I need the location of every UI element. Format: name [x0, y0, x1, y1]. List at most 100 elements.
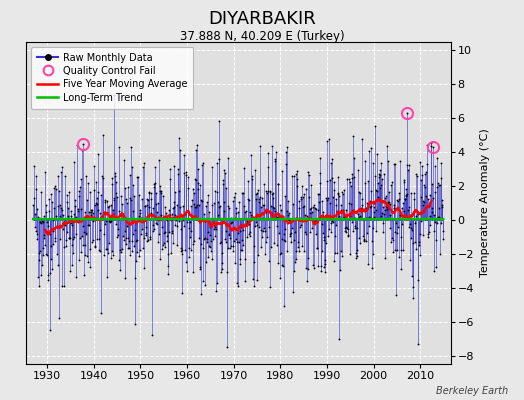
Point — [363, 200, 372, 206]
Point — [219, 260, 227, 266]
Point — [310, 265, 318, 272]
Point — [121, 228, 129, 234]
Point — [99, 132, 107, 138]
Point — [398, 215, 407, 222]
Point — [319, 234, 328, 240]
Point — [267, 244, 276, 250]
Point — [414, 340, 422, 347]
Point — [236, 247, 245, 254]
Point — [248, 176, 257, 182]
Point — [143, 196, 151, 202]
Point — [347, 175, 356, 181]
Point — [247, 212, 255, 218]
Point — [169, 204, 177, 211]
Point — [272, 223, 281, 230]
Point — [69, 236, 77, 242]
Point — [155, 156, 163, 163]
Point — [72, 230, 81, 237]
Point — [428, 209, 436, 215]
Point — [34, 274, 42, 280]
Point — [173, 223, 181, 229]
Point — [88, 209, 96, 215]
Point — [247, 173, 256, 179]
Point — [434, 214, 442, 220]
Point — [436, 251, 444, 258]
Point — [187, 228, 195, 234]
Point — [169, 163, 178, 170]
Point — [391, 292, 400, 298]
Point — [362, 205, 370, 211]
Point — [396, 212, 404, 219]
Point — [268, 204, 277, 210]
Point — [354, 235, 363, 241]
Point — [274, 181, 282, 187]
Point — [139, 160, 148, 166]
Point — [280, 303, 289, 310]
Point — [48, 217, 57, 224]
Point — [198, 197, 206, 204]
Point — [220, 167, 228, 174]
Point — [395, 196, 403, 202]
Point — [112, 189, 120, 196]
Point — [392, 230, 401, 236]
Point — [154, 239, 162, 245]
Point — [389, 236, 397, 243]
Point — [244, 178, 252, 185]
Point — [407, 224, 416, 231]
Point — [242, 222, 250, 229]
Point — [413, 210, 422, 217]
Point — [424, 231, 432, 237]
Point — [224, 155, 232, 161]
Point — [310, 201, 319, 208]
Point — [103, 246, 111, 253]
Point — [167, 217, 175, 224]
Point — [77, 249, 85, 255]
Point — [420, 198, 428, 205]
Point — [352, 254, 360, 261]
Point — [366, 204, 374, 210]
Point — [424, 234, 433, 240]
Point — [84, 180, 92, 186]
Point — [202, 259, 210, 266]
Point — [133, 174, 141, 180]
Point — [201, 234, 210, 241]
Point — [122, 235, 130, 241]
Point — [257, 244, 266, 250]
Point — [197, 241, 205, 248]
Point — [370, 172, 379, 179]
Point — [236, 256, 245, 262]
Point — [205, 231, 214, 238]
Point — [93, 195, 101, 201]
Point — [184, 209, 192, 215]
Point — [293, 183, 302, 189]
Point — [66, 235, 74, 242]
Point — [121, 274, 129, 281]
Point — [203, 254, 212, 260]
Point — [189, 269, 198, 275]
Point — [286, 231, 294, 238]
Point — [384, 199, 392, 206]
Point — [326, 228, 335, 235]
Point — [165, 229, 173, 235]
Point — [32, 206, 41, 212]
Point — [90, 163, 98, 169]
Point — [346, 183, 355, 189]
Point — [264, 150, 272, 156]
Point — [211, 188, 219, 194]
Point — [285, 217, 293, 224]
Point — [50, 184, 58, 191]
Point — [339, 191, 347, 197]
Point — [75, 184, 84, 190]
Point — [80, 252, 89, 258]
Point — [423, 196, 432, 202]
Point — [257, 227, 265, 234]
Point — [67, 212, 75, 219]
Point — [159, 215, 168, 221]
Point — [85, 188, 94, 195]
Point — [40, 232, 49, 238]
Point — [386, 212, 395, 218]
Point — [267, 209, 275, 216]
Point — [191, 176, 199, 182]
Point — [119, 237, 128, 243]
Point — [37, 220, 46, 226]
